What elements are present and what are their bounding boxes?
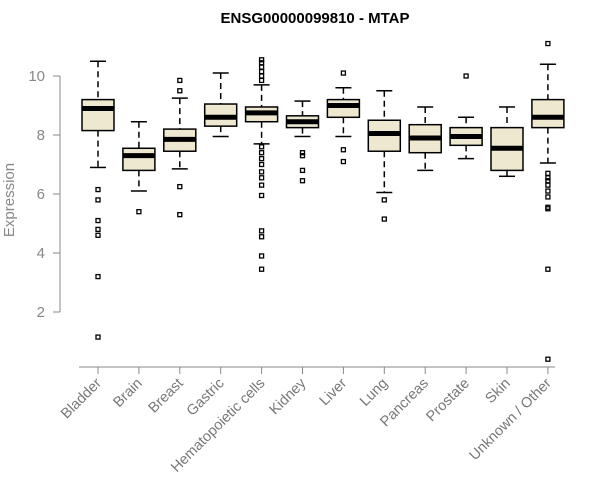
box-iqr bbox=[326, 98, 361, 119]
box-iqr bbox=[81, 98, 115, 132]
outlier-point bbox=[545, 266, 551, 272]
outlier-point bbox=[381, 216, 387, 222]
x-tick-label: Prostate bbox=[423, 376, 472, 425]
box-prostate bbox=[449, 73, 483, 160]
outlier-point bbox=[299, 150, 306, 156]
y-axis-label: Expression bbox=[1, 163, 18, 237]
outlier-point bbox=[545, 175, 551, 181]
x-tick-label: Liver bbox=[317, 375, 351, 409]
x-tick-label: Skin bbox=[483, 376, 514, 407]
x-tick-label: Brain bbox=[110, 376, 145, 411]
outlier-point bbox=[258, 64, 265, 70]
outlier-point bbox=[95, 334, 101, 340]
outlier-point bbox=[95, 226, 101, 233]
box-bladder bbox=[81, 60, 115, 340]
y-tick-label: 6 bbox=[37, 186, 45, 203]
outlier-point bbox=[177, 211, 183, 218]
outlier-point bbox=[545, 170, 551, 177]
box-brain bbox=[122, 120, 156, 215]
box-pancreas bbox=[408, 106, 442, 172]
x-tick-label: Kidney bbox=[267, 375, 310, 418]
box-kidney bbox=[285, 100, 320, 184]
box-skin bbox=[490, 106, 524, 178]
outlier-point bbox=[545, 188, 551, 194]
x-tick-label: Lung bbox=[357, 376, 391, 410]
outlier-point bbox=[258, 144, 265, 150]
x-tick-label: Breast bbox=[146, 376, 187, 417]
outlier-point bbox=[95, 273, 101, 280]
outlier-point bbox=[258, 77, 265, 84]
outlier-point bbox=[545, 356, 551, 362]
outlier-point bbox=[95, 217, 101, 224]
box-breast bbox=[163, 77, 197, 218]
outlier-point bbox=[299, 152, 306, 159]
plot-area bbox=[81, 40, 565, 362]
outlier-point bbox=[177, 88, 183, 94]
outlier-point bbox=[258, 228, 265, 234]
outlier-point bbox=[177, 183, 183, 190]
y-tick-label: 4 bbox=[37, 245, 45, 262]
outlier-point bbox=[340, 70, 347, 76]
outlier-point bbox=[545, 194, 551, 200]
outlier-point bbox=[545, 182, 551, 188]
outlier-point bbox=[95, 186, 101, 193]
outlier-point bbox=[258, 192, 265, 199]
outlier-point bbox=[258, 73, 265, 79]
outlier-point bbox=[258, 155, 265, 162]
box-gastric bbox=[203, 72, 238, 138]
outlier-point bbox=[258, 57, 265, 63]
outlier-point bbox=[299, 178, 306, 184]
outlier-point bbox=[299, 167, 306, 174]
outlier-point bbox=[258, 68, 265, 75]
outlier-point bbox=[258, 253, 265, 259]
outlier-point bbox=[340, 147, 347, 153]
outlier-point bbox=[545, 40, 551, 47]
outlier-point bbox=[258, 150, 265, 156]
box-iqr bbox=[531, 98, 565, 129]
outlier-point bbox=[545, 178, 551, 184]
chart-title: ENSG00000099810 - MTAP bbox=[221, 10, 410, 27]
outlier-point bbox=[258, 234, 265, 240]
x-tick-label: Bladder bbox=[58, 375, 105, 422]
box-unknown-other bbox=[531, 40, 565, 362]
outlier-point bbox=[258, 161, 265, 168]
box-lung bbox=[367, 90, 402, 222]
outlier-point bbox=[258, 266, 265, 272]
outlier-point bbox=[463, 73, 469, 79]
box-iqr bbox=[122, 147, 156, 172]
outlier-point bbox=[381, 197, 387, 203]
outlier-point bbox=[95, 197, 101, 203]
box-liver bbox=[326, 70, 361, 165]
box-hematopoietic-cells bbox=[244, 57, 279, 272]
outlier-point bbox=[136, 209, 142, 215]
outlier-point bbox=[177, 77, 183, 84]
outlier-point bbox=[258, 60, 265, 66]
y-axis: 2 4 6 8 10 bbox=[28, 68, 60, 321]
y-tick-label: 2 bbox=[37, 304, 45, 321]
outlier-point bbox=[545, 204, 551, 210]
outlier-point bbox=[258, 182, 265, 188]
y-tick-label: 10 bbox=[28, 68, 45, 85]
outlier-point bbox=[258, 175, 265, 181]
outlier-point bbox=[95, 232, 101, 238]
y-tick-label: 8 bbox=[37, 127, 45, 144]
outlier-point bbox=[340, 158, 347, 165]
outlier-point bbox=[258, 169, 265, 175]
